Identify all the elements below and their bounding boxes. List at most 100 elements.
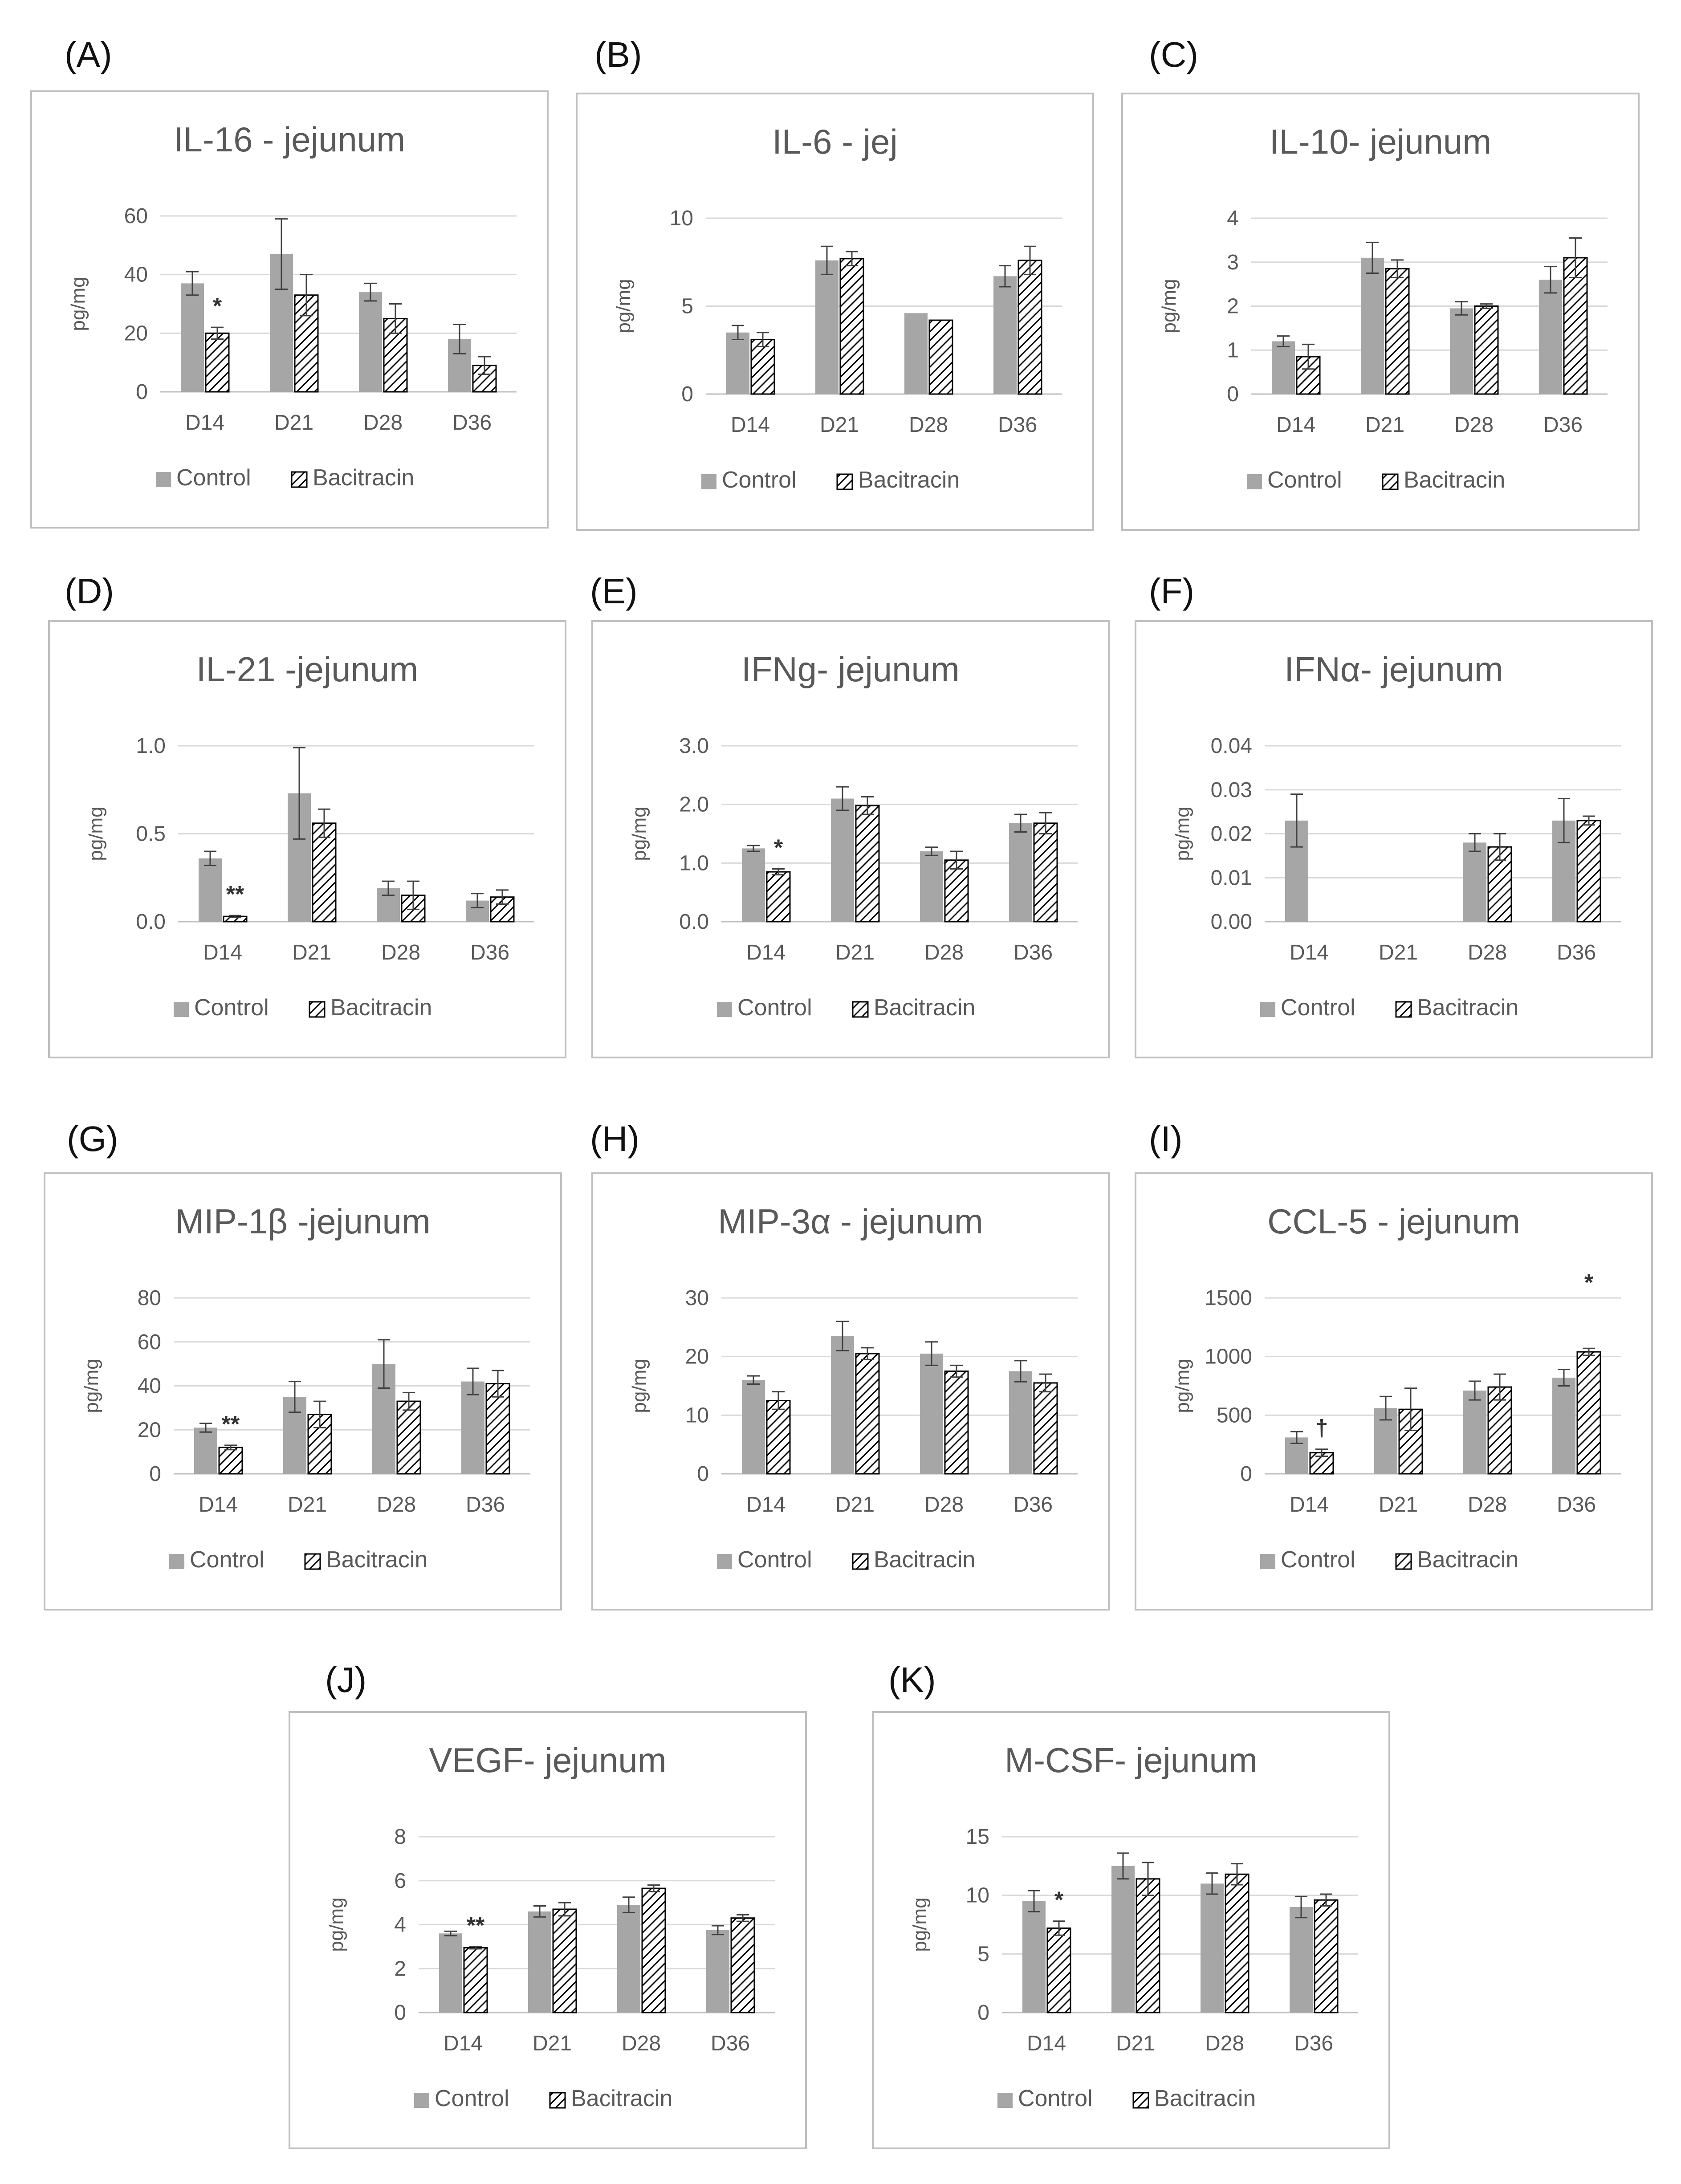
legend-label-bacitracin: Bacitracin — [874, 1547, 975, 1573]
legend: Control Bacitracin — [174, 995, 432, 1021]
chart-title: M-CSF- jejunum — [1005, 1741, 1258, 1780]
legend-swatch-bacitracin — [1395, 1553, 1412, 1570]
legend-swatch-bacitracin — [309, 1001, 326, 1018]
y-tick-label: 60 — [124, 204, 148, 228]
bar-bacitracin — [552, 1908, 577, 2013]
x-tick-label: D36 — [1013, 941, 1053, 964]
x-tick-label: D14 — [1276, 413, 1315, 437]
bar-bacitracin — [1576, 820, 1601, 923]
x-tick-label: D14 — [1027, 2032, 1066, 2055]
x-tick-label: D36 — [470, 941, 509, 964]
x-tick-label: D21 — [835, 941, 875, 964]
bar-bacitracin — [1136, 1878, 1160, 2013]
chart-title: VEGF- jejunum — [429, 1741, 666, 1780]
y-axis-label: pg/mg — [628, 806, 650, 861]
legend-swatch-bacitracin — [1395, 1001, 1412, 1018]
y-axis-label: pg/mg — [628, 1358, 650, 1413]
x-tick-label: D28 — [1454, 413, 1494, 437]
legend: Control Bacitracin — [997, 2086, 1256, 2111]
bar-bacitracin — [1487, 1386, 1512, 1475]
legend: Control Bacitracin — [701, 467, 960, 493]
bar-bacitracin — [839, 258, 864, 395]
x-tick-label: D21 — [1116, 2032, 1155, 2055]
bar-bacitracin — [1474, 305, 1499, 395]
bar-control — [359, 292, 382, 392]
chart-title: IL-6 - jej — [772, 122, 898, 161]
bar-bacitracin — [312, 822, 337, 923]
panel-letter: (B) — [594, 35, 642, 74]
x-tick-label: D21 — [835, 1493, 875, 1517]
y-tick-label: 4 — [394, 1913, 406, 1937]
bar-bacitracin — [855, 805, 880, 923]
legend-label-bacitracin: Bacitracin — [1154, 2086, 1256, 2111]
bar-bacitracin — [218, 1447, 243, 1475]
bar-bacitracin — [1314, 1899, 1339, 2013]
chart-panel: (E) IFNg- jejunum 0.0 1.0 2.0 3.0 pg/mg D14 D21 D… — [590, 571, 1110, 1058]
chart-title: MIP-3α - jejunum — [718, 1202, 983, 1241]
bar-bacitracin — [766, 871, 791, 923]
legend-label-control: Control — [737, 1547, 812, 1573]
bar-bacitracin — [1033, 822, 1058, 923]
y-tick-label: 0.04 — [1211, 734, 1252, 758]
bar-control — [1463, 842, 1486, 922]
y-axis-label: pg/mg — [67, 277, 89, 331]
legend-label-control: Control — [194, 995, 269, 1021]
x-tick-label: D28 — [924, 1493, 964, 1517]
bar-control — [1290, 1907, 1313, 2013]
y-tick-label: 0.02 — [1211, 822, 1252, 846]
bar-bacitracin — [928, 319, 953, 395]
panel-letter: (E) — [590, 571, 638, 611]
bar-control — [706, 1930, 729, 2013]
bar-bacitracin — [730, 1917, 755, 2013]
x-tick-label: D28 — [909, 413, 948, 437]
legend-label-control: Control — [190, 1547, 265, 1573]
bar-control — [1022, 1901, 1046, 2013]
bar-control — [726, 332, 749, 394]
legend-swatch-control — [701, 474, 716, 489]
bar-control — [1111, 1866, 1135, 2013]
legend-label-bacitracin: Bacitracin — [858, 467, 960, 493]
x-tick-label: D21 — [820, 413, 859, 437]
significance-marker: † — [1315, 1415, 1328, 1441]
legend: Control Bacitracin — [717, 995, 975, 1021]
y-tick-label: 0.0 — [679, 910, 709, 934]
y-tick-label: 30 — [685, 1286, 709, 1310]
bar-bacitracin — [1576, 1351, 1601, 1475]
bar-bacitracin — [463, 1947, 488, 2013]
x-tick-label: D36 — [1543, 413, 1583, 437]
x-tick-label: D36 — [1013, 1493, 1053, 1517]
x-tick-label: D14 — [1290, 1493, 1329, 1517]
x-tick-label: D21 — [1379, 1493, 1418, 1517]
significance-marker: * — [1054, 1887, 1064, 1913]
bar-control — [1450, 308, 1473, 394]
y-tick-label: 1 — [1227, 338, 1239, 362]
y-axis-label: pg/mg — [909, 1897, 931, 1952]
panel-letter: (C) — [1149, 35, 1198, 74]
bar-control — [1361, 257, 1384, 394]
bar-control — [461, 1381, 484, 1474]
legend-swatch-bacitracin — [291, 471, 308, 488]
legend-label-bacitracin: Bacitracin — [313, 465, 414, 491]
bar-bacitracin — [641, 1887, 666, 2013]
y-tick-label: 20 — [124, 321, 148, 345]
bar-control — [920, 1354, 943, 1474]
y-tick-label: 3 — [1227, 251, 1239, 274]
y-tick-label: 0.03 — [1211, 778, 1252, 802]
y-tick-label: 2 — [394, 1957, 406, 1981]
y-tick-label: 0.5 — [136, 822, 166, 846]
x-tick-label: D14 — [185, 411, 224, 435]
bar-control — [993, 276, 1017, 394]
chart-title: IL-16 - jejunum — [174, 120, 405, 159]
x-tick-label: D21 — [292, 941, 331, 964]
legend-label-control: Control — [1281, 1547, 1355, 1573]
bar-control — [528, 1911, 551, 2013]
y-tick-label: 60 — [138, 1330, 161, 1354]
x-tick-label: D21 — [533, 2032, 572, 2055]
legend: Control Bacitracin — [1260, 995, 1518, 1021]
y-tick-label: 0 — [697, 1462, 709, 1486]
x-tick-label: D36 — [1557, 941, 1596, 964]
y-tick-label: 40 — [124, 263, 148, 287]
chart-title: IFNα- jejunum — [1284, 650, 1503, 689]
x-tick-label: D36 — [466, 1493, 505, 1517]
legend-swatch-control — [169, 1554, 184, 1569]
